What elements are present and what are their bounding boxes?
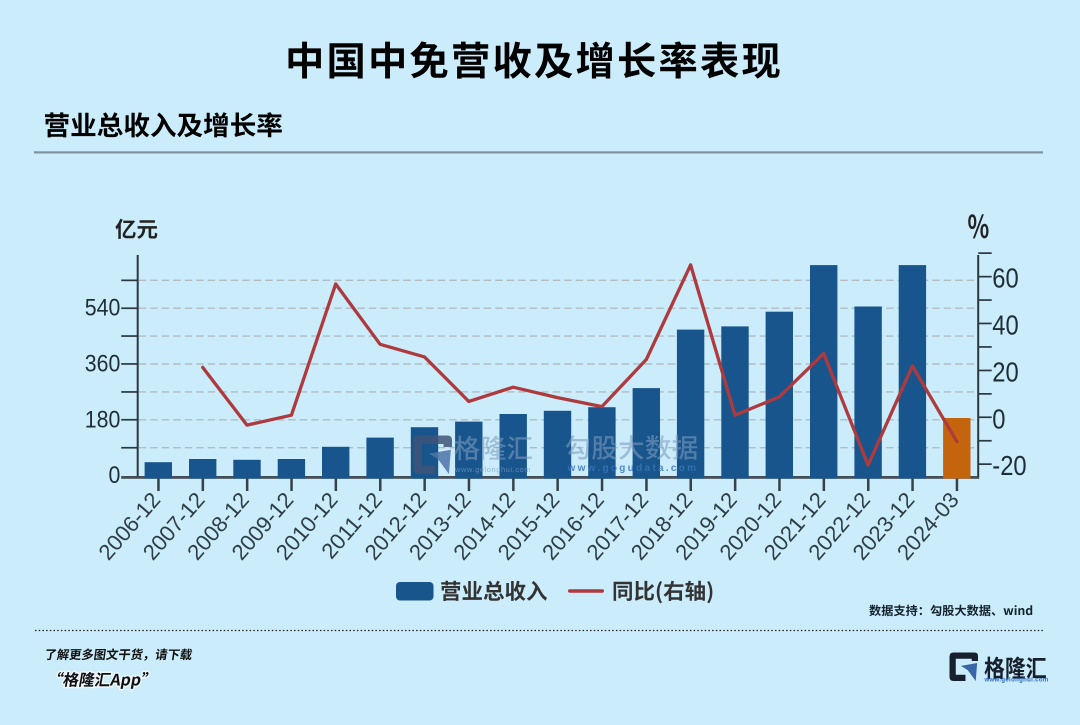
svg-text:40: 40 xyxy=(992,311,1018,341)
svg-text:60: 60 xyxy=(992,264,1018,294)
svg-text:0: 0 xyxy=(992,405,1005,435)
svg-text:0: 0 xyxy=(108,461,120,489)
svg-text:540: 540 xyxy=(85,293,121,321)
svg-text:www.gogudata.com: www.gogudata.com xyxy=(567,463,699,474)
svg-text:-20: -20 xyxy=(992,452,1026,482)
svg-text:www.gelonghui.com: www.gelonghui.com xyxy=(454,465,531,474)
svg-text:360: 360 xyxy=(85,349,121,377)
svg-text:20: 20 xyxy=(992,358,1018,388)
svg-text:180: 180 xyxy=(85,405,121,433)
svg-text:www.gelonghui.com: www.gelonghui.com xyxy=(984,678,1049,684)
